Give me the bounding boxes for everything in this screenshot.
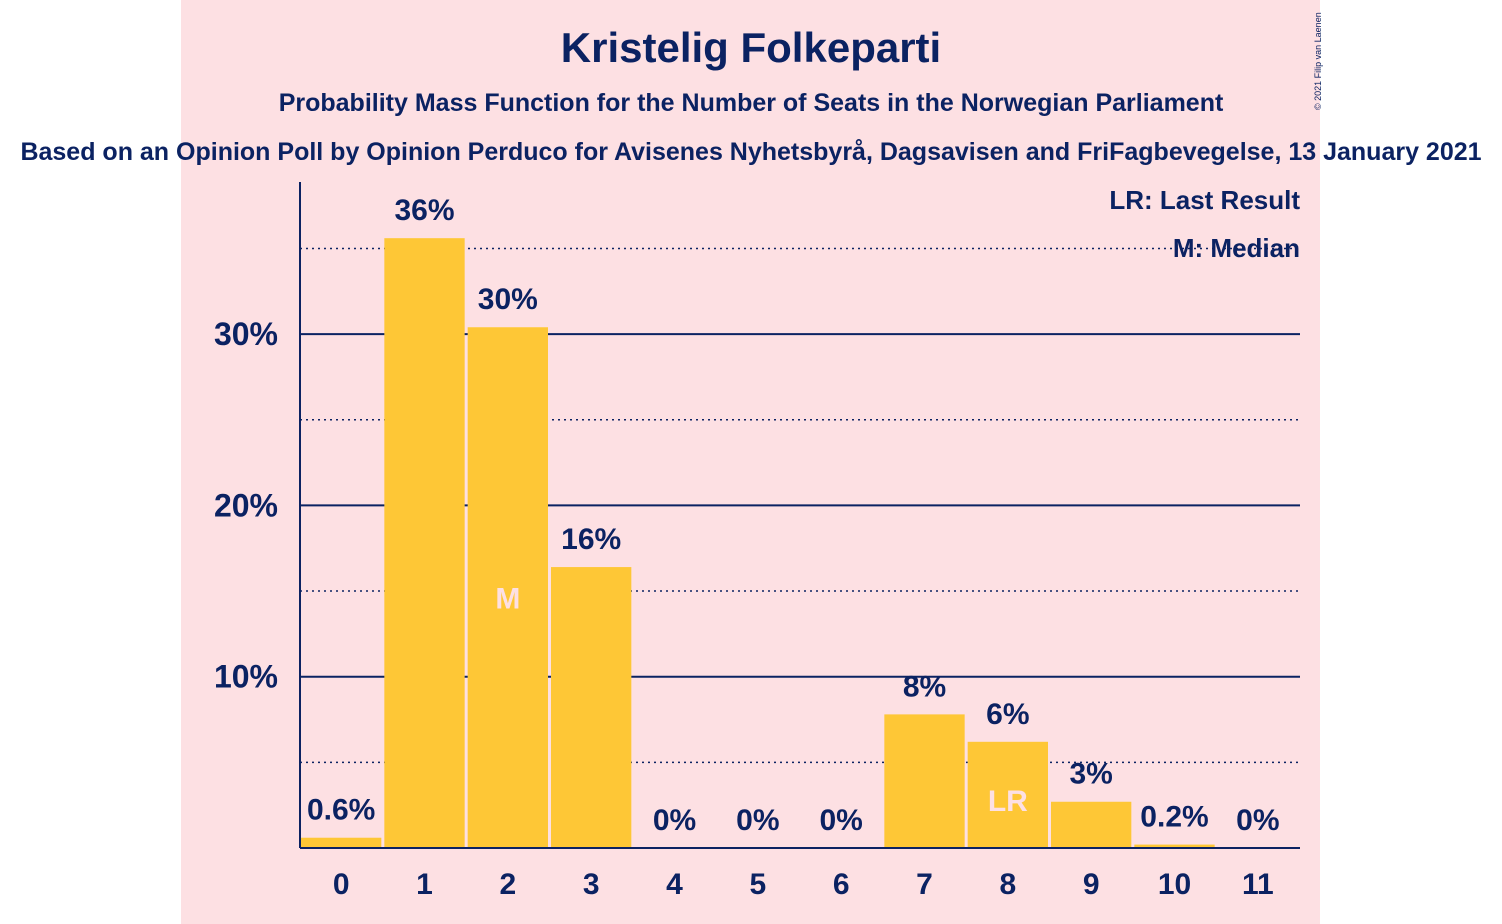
x-tick-label-5: 5 xyxy=(749,868,766,901)
bar-value-label-3: 16% xyxy=(561,523,621,556)
bar-3 xyxy=(551,567,632,848)
bar-9 xyxy=(1051,801,1132,848)
bar-value-label-11: 0% xyxy=(1236,804,1279,837)
bar-value-label-1: 36% xyxy=(394,194,454,227)
x-tick-label-7: 7 xyxy=(916,868,933,901)
bar-0 xyxy=(301,837,382,848)
x-tick-label-9: 9 xyxy=(1083,868,1100,901)
y-tick-label-30: 30% xyxy=(214,316,278,352)
bar-7 xyxy=(884,714,965,848)
chart-title: Kristelig Folkeparti xyxy=(560,24,942,71)
x-tick-label-0: 0 xyxy=(333,868,350,901)
bar-value-label-7: 8% xyxy=(903,670,946,703)
x-tick-label-10: 10 xyxy=(1158,868,1191,901)
marker-m: M xyxy=(495,582,520,615)
bar-8 xyxy=(967,741,1048,848)
legend-entry-1: M: Median xyxy=(1173,233,1300,263)
marker-lr: LR xyxy=(988,785,1028,818)
bar-value-label-5: 0% xyxy=(736,804,779,837)
bar-value-label-10: 0.2% xyxy=(1140,801,1208,834)
x-tick-label-4: 4 xyxy=(666,868,683,901)
bar-1 xyxy=(384,238,465,848)
chart-source: Based on an Opinion Poll by Opinion Perd… xyxy=(20,138,1482,166)
bar-value-label-9: 3% xyxy=(1069,758,1112,791)
x-tick-label-2: 2 xyxy=(499,868,516,901)
bar-value-label-0: 0.6% xyxy=(307,794,375,827)
bar-2 xyxy=(467,327,548,848)
x-tick-label-8: 8 xyxy=(999,868,1016,901)
x-tick-label-6: 6 xyxy=(833,868,850,901)
x-tick-label-11: 11 xyxy=(1242,868,1274,901)
x-tick-label-1: 1 xyxy=(416,868,433,901)
chart-subtitle: Probability Mass Function for the Number… xyxy=(278,89,1224,117)
y-tick-label-20: 20% xyxy=(214,487,278,523)
x-tick-label-3: 3 xyxy=(583,868,600,901)
bar-value-label-4: 0% xyxy=(653,804,696,837)
bar-value-label-6: 0% xyxy=(819,804,862,837)
chart-panel xyxy=(181,0,1320,924)
bar-10 xyxy=(1134,844,1215,848)
y-tick-label-10: 10% xyxy=(214,659,278,695)
bar-value-label-2: 30% xyxy=(478,283,538,316)
bar-value-label-8: 6% xyxy=(986,698,1029,731)
legend-entry-0: LR: Last Result xyxy=(1109,185,1300,215)
